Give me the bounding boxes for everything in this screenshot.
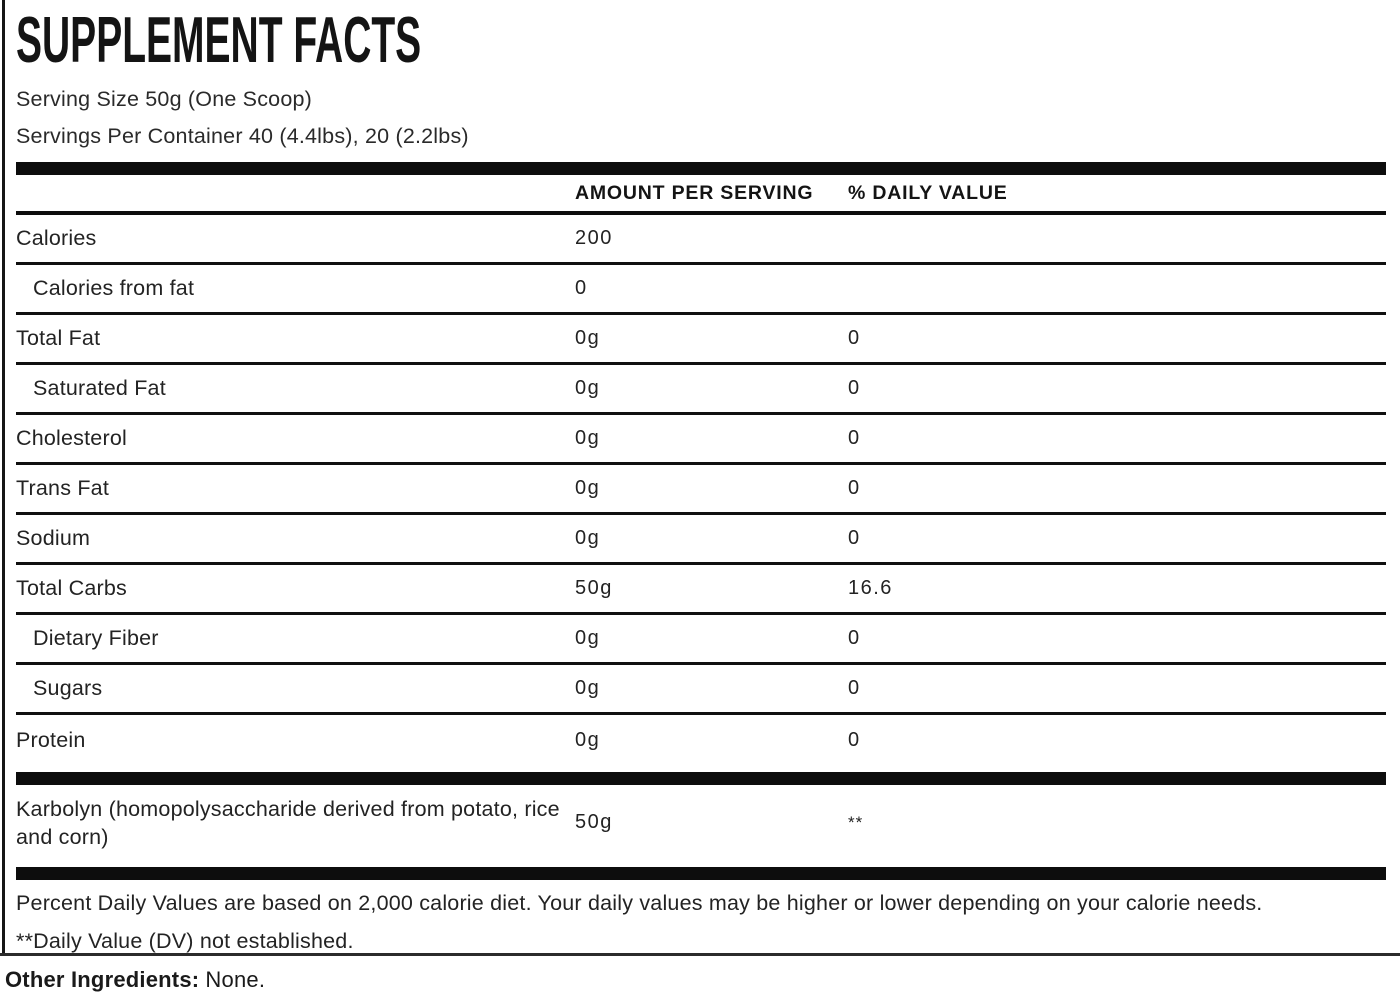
- row-amount: 0g: [575, 377, 601, 399]
- row-label: Calories from fat: [33, 276, 195, 300]
- row-amount: 0g: [575, 477, 601, 499]
- row-amount: 50g: [575, 811, 613, 833]
- divider-bar-middle: [16, 772, 1386, 785]
- row-daily-value: 0: [848, 477, 861, 499]
- table-row: Total Carbs 50g 16.6: [16, 565, 1386, 615]
- divider-bar-top: [16, 162, 1386, 175]
- divider-bar-bottom: [16, 867, 1386, 880]
- table-row: Sugars 0g 0: [16, 665, 1386, 715]
- table-row: Total Fat 0g 0: [16, 315, 1386, 365]
- row-label: Calories: [16, 226, 97, 250]
- row-daily-value: 16.6: [848, 577, 893, 599]
- row-daily-value: 0: [848, 427, 861, 449]
- row-label: Total Fat: [16, 326, 101, 350]
- row-label: Trans Fat: [16, 476, 109, 500]
- row-daily-value: 0: [848, 728, 861, 751]
- footnote-daily-values: Percent Daily Values are based on 2,000 …: [16, 891, 1263, 915]
- row-amount: 0g: [575, 728, 601, 751]
- table-header-row: AMOUNT PER SERVING % DAILY VALUE: [16, 175, 1386, 215]
- row-daily-value: 0: [848, 677, 861, 699]
- row-amount: 50g: [575, 577, 613, 599]
- servings-per-container-line: Servings Per Container 40 (4.4lbs), 20 (…: [16, 124, 469, 148]
- row-daily-value: 0: [848, 327, 861, 349]
- other-ingredients-value: None.: [205, 967, 266, 992]
- row-amount: 200: [575, 227, 613, 249]
- row-label: Saturated Fat: [33, 376, 166, 400]
- row-amount: 0g: [575, 677, 601, 699]
- serving-size-line: Serving Size 50g (One Scoop): [16, 87, 313, 111]
- row-amount: 0g: [575, 527, 601, 549]
- row-amount: 0g: [575, 627, 601, 649]
- row-label: Dietary Fiber: [33, 626, 159, 650]
- row-amount: 0: [575, 277, 588, 299]
- row-label: Protein: [16, 727, 86, 752]
- nutrition-rows: Calories 200 Calories from fat 0 Total Fat 0g…: [16, 215, 1386, 765]
- table-row: Dietary Fiber 0g 0: [16, 615, 1386, 665]
- row-amount: 0g: [575, 327, 601, 349]
- row-label: Sugars: [33, 676, 103, 700]
- row-amount: 0g: [575, 427, 601, 449]
- table-row: Saturated Fat 0g 0: [16, 365, 1386, 415]
- row-label: Karbolyn (homopolysaccharide derived fro…: [16, 796, 560, 849]
- row-daily-value: 0: [848, 377, 861, 399]
- header-daily-value: % DAILY VALUE: [848, 181, 1008, 204]
- page-title: SUPPLEMENT FACTS: [16, 3, 422, 76]
- footnote-dv-not-established: **Daily Value (DV) not established.: [16, 929, 354, 953]
- table-row: Calories 200: [16, 215, 1386, 265]
- table-row: Calories from fat 0: [16, 265, 1386, 315]
- row-daily-value: 0: [848, 527, 861, 549]
- other-ingredients-line: Other Ingredients: None.: [5, 967, 1400, 993]
- table-row: Sodium 0g 0: [16, 515, 1386, 565]
- row-label: Sodium: [16, 526, 91, 550]
- row-label: Total Carbs: [16, 576, 127, 600]
- table-row: Trans Fat 0g 0: [16, 465, 1386, 515]
- supplement-facts-panel: SUPPLEMENT FACTS Serving Size 50g (One S…: [2, 0, 1400, 953]
- bottom-rule: [0, 953, 1400, 956]
- other-ingredients-label: Other Ingredients:: [5, 967, 200, 992]
- row-label: Cholesterol: [16, 426, 127, 450]
- header-amount-per-serving: AMOUNT PER SERVING: [575, 181, 814, 204]
- row-daily-value: **: [848, 812, 864, 832]
- row-daily-value: 0: [848, 627, 861, 649]
- table-row: Protein 0g 0: [16, 715, 1386, 765]
- table-row-karbolyn: Karbolyn (homopolysaccharide derived fro…: [16, 785, 1386, 860]
- table-row: Cholesterol 0g 0: [16, 415, 1386, 465]
